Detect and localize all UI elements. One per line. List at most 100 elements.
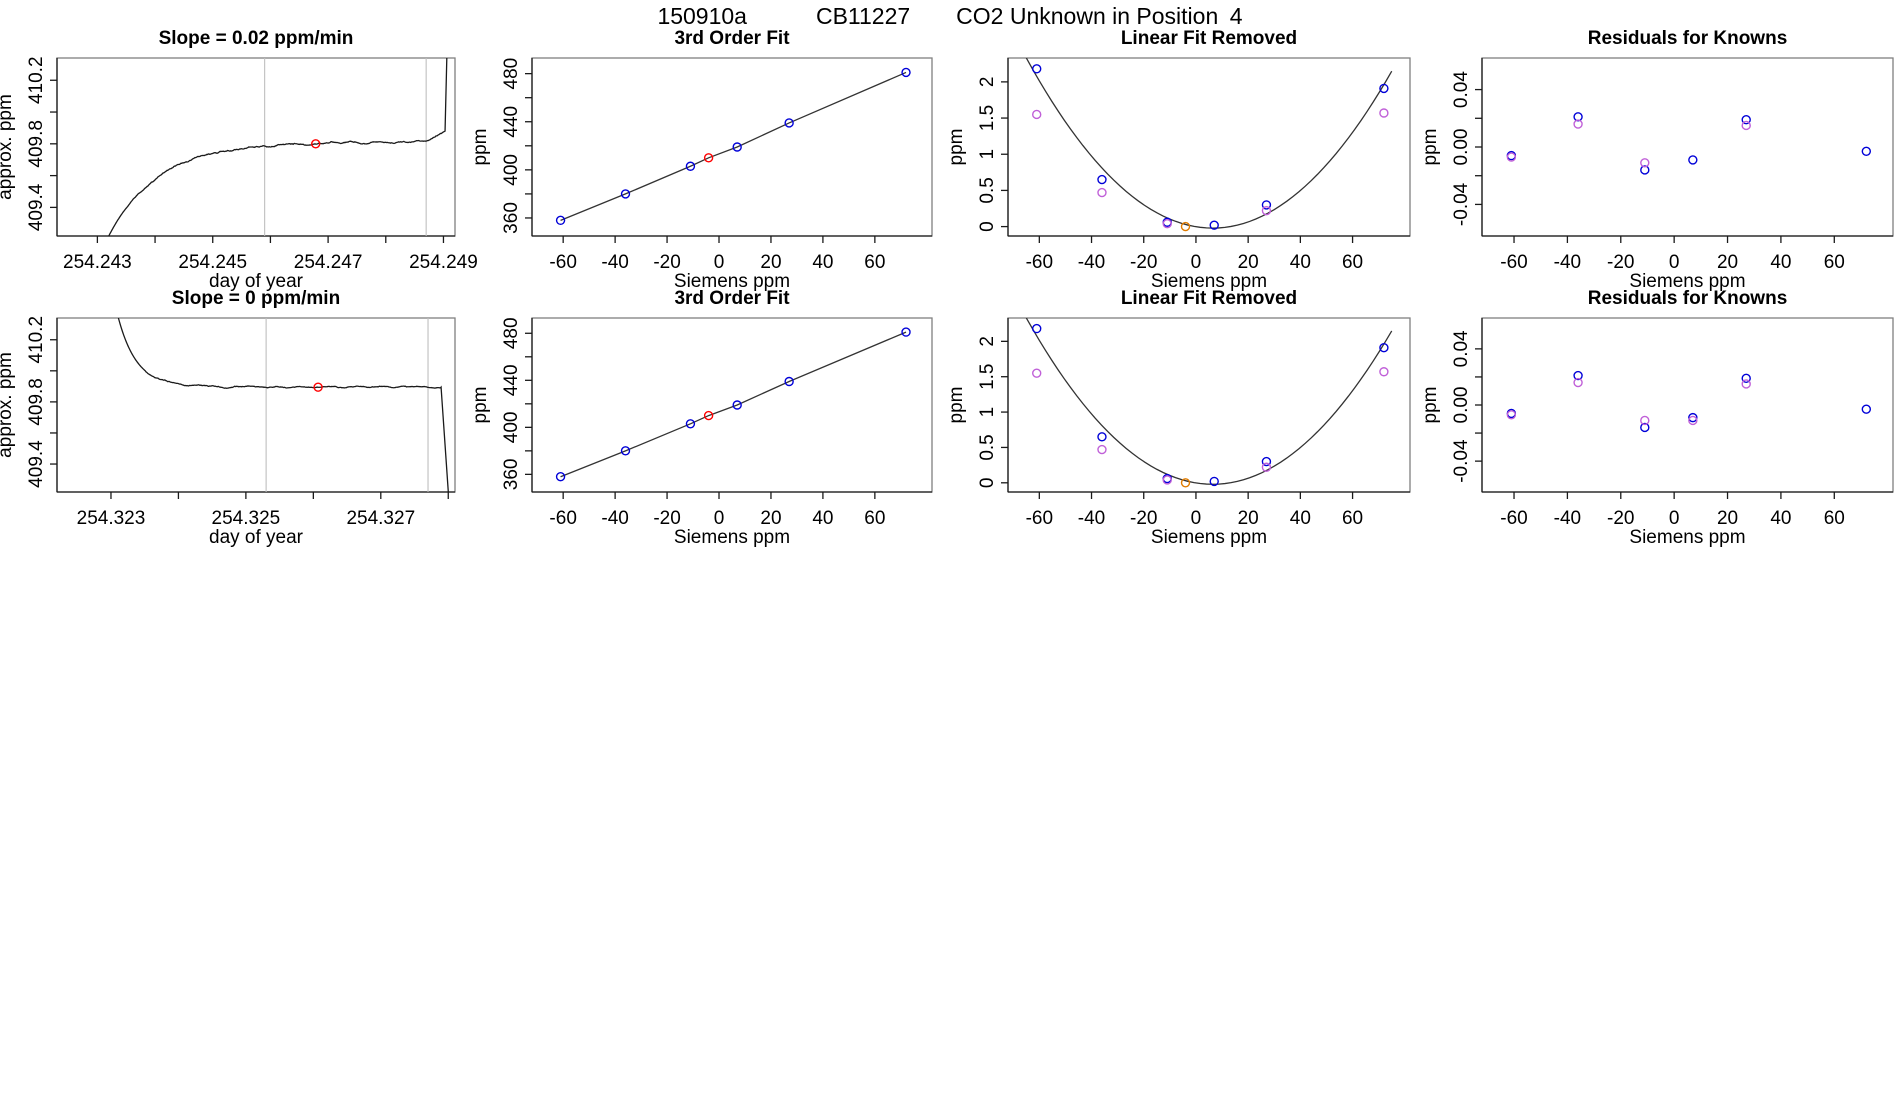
svg-text:Siemens ppm: Siemens ppm [1151, 527, 1267, 548]
svg-text:410.2: 410.2 [26, 316, 47, 364]
svg-text:360: 360 [501, 202, 522, 234]
svg-text:480: 480 [501, 317, 522, 349]
svg-text:0: 0 [1669, 252, 1680, 273]
svg-text:ppm: ppm [1420, 129, 1441, 166]
svg-text:-20: -20 [1607, 508, 1634, 529]
svg-text:40: 40 [1290, 508, 1311, 529]
svg-text:40: 40 [1770, 508, 1791, 529]
svg-text:409.4: 409.4 [26, 440, 47, 488]
svg-text:0: 0 [714, 508, 725, 529]
svg-text:-60: -60 [549, 508, 576, 529]
svg-text:254.245: 254.245 [178, 252, 247, 273]
svg-text:2: 2 [977, 77, 998, 88]
svg-text:-20: -20 [653, 252, 680, 273]
svg-text:-60: -60 [1500, 508, 1527, 529]
svg-text:day of year: day of year [209, 527, 304, 548]
svg-text:-60: -60 [1026, 508, 1053, 529]
svg-text:approx. ppm: approx. ppm [0, 94, 16, 200]
svg-text:0.5: 0.5 [977, 434, 998, 460]
svg-text:-40: -40 [1078, 252, 1105, 273]
svg-text:60: 60 [1824, 508, 1845, 529]
svg-text:409.4: 409.4 [26, 183, 47, 231]
svg-text:254.247: 254.247 [294, 252, 363, 273]
svg-text:2: 2 [977, 336, 998, 347]
svg-text:0: 0 [977, 478, 998, 489]
svg-text:60: 60 [864, 252, 885, 273]
svg-text:254.327: 254.327 [346, 508, 415, 529]
svg-text:20: 20 [1238, 508, 1259, 529]
svg-text:-20: -20 [1607, 252, 1634, 273]
svg-text:409.8: 409.8 [26, 378, 47, 426]
svg-text:Residuals for Knowns: Residuals for Knowns [1588, 28, 1788, 49]
svg-text:ppm: ppm [946, 387, 967, 424]
svg-text:480: 480 [501, 58, 522, 90]
svg-text:40: 40 [1770, 252, 1791, 273]
svg-text:ppm: ppm [470, 129, 491, 166]
svg-text:-20: -20 [1130, 252, 1157, 273]
svg-text:400: 400 [501, 154, 522, 186]
svg-text:-20: -20 [1130, 508, 1157, 529]
svg-text:20: 20 [1238, 252, 1259, 273]
svg-text:40: 40 [812, 508, 833, 529]
svg-text:Residuals for Knowns: Residuals for Knowns [1588, 288, 1788, 309]
svg-text:20: 20 [760, 508, 781, 529]
svg-text:0: 0 [1669, 508, 1680, 529]
svg-text:40: 40 [1290, 252, 1311, 273]
svg-text:0.00: 0.00 [1451, 129, 1472, 166]
svg-text:Linear Fit Removed: Linear Fit Removed [1121, 288, 1297, 309]
svg-text:Siemens ppm: Siemens ppm [674, 527, 790, 548]
svg-text:0.5: 0.5 [977, 177, 998, 203]
svg-text:60: 60 [1342, 508, 1363, 529]
svg-text:0.00: 0.00 [1451, 387, 1472, 424]
svg-text:ppm: ppm [470, 387, 491, 424]
svg-text:Slope = 0 ppm/min: Slope = 0 ppm/min [172, 288, 340, 309]
svg-text:1.5: 1.5 [977, 363, 998, 389]
svg-text:-40: -40 [1554, 508, 1581, 529]
svg-text:-40: -40 [601, 508, 628, 529]
svg-text:254.249: 254.249 [409, 252, 478, 273]
svg-text:60: 60 [1342, 252, 1363, 273]
svg-text:360: 360 [501, 459, 522, 491]
svg-text:-60: -60 [549, 252, 576, 273]
svg-text:ppm: ppm [946, 129, 967, 166]
svg-text:0: 0 [1191, 508, 1202, 529]
svg-text:254.243: 254.243 [63, 252, 132, 273]
svg-text:-40: -40 [1554, 252, 1581, 273]
svg-text:0: 0 [714, 252, 725, 273]
svg-text:0.04: 0.04 [1451, 71, 1472, 108]
svg-text:-20: -20 [653, 508, 680, 529]
svg-text:3rd Order Fit: 3rd Order Fit [674, 28, 790, 49]
svg-text:Siemens ppm: Siemens ppm [1629, 527, 1745, 548]
svg-text:440: 440 [501, 106, 522, 138]
svg-text:-60: -60 [1026, 252, 1053, 273]
svg-text:40: 40 [812, 252, 833, 273]
svg-text:1.5: 1.5 [977, 105, 998, 131]
svg-text:Linear Fit Removed: Linear Fit Removed [1121, 28, 1297, 49]
svg-text:440: 440 [501, 364, 522, 396]
svg-text:60: 60 [1824, 252, 1845, 273]
svg-text:400: 400 [501, 411, 522, 443]
svg-text:-40: -40 [601, 252, 628, 273]
svg-text:150910a CB11227 CO2 Un: 150910a CB11227 CO2 Unknown in Position … [657, 3, 1242, 29]
svg-text:409.8: 409.8 [26, 120, 47, 168]
svg-text:3rd Order Fit: 3rd Order Fit [674, 288, 790, 309]
svg-text:0: 0 [1191, 252, 1202, 273]
svg-text:-0.04: -0.04 [1451, 439, 1472, 483]
svg-text:1: 1 [977, 407, 998, 418]
svg-text:-0.04: -0.04 [1451, 182, 1472, 226]
svg-text:20: 20 [760, 252, 781, 273]
svg-text:254.325: 254.325 [212, 508, 281, 529]
svg-text:20: 20 [1717, 252, 1738, 273]
svg-text:0.04: 0.04 [1451, 330, 1472, 367]
svg-text:Slope = 0.02 ppm/min: Slope = 0.02 ppm/min [159, 28, 354, 49]
svg-text:-40: -40 [1078, 508, 1105, 529]
svg-text:approx. ppm: approx. ppm [0, 352, 16, 458]
svg-text:ppm: ppm [1420, 387, 1441, 424]
svg-text:20: 20 [1717, 508, 1738, 529]
svg-text:0: 0 [977, 221, 998, 232]
svg-text:254.323: 254.323 [77, 508, 146, 529]
svg-text:1: 1 [977, 149, 998, 160]
svg-text:60: 60 [864, 508, 885, 529]
svg-text:410.2: 410.2 [26, 56, 47, 104]
svg-text:-60: -60 [1500, 252, 1527, 273]
